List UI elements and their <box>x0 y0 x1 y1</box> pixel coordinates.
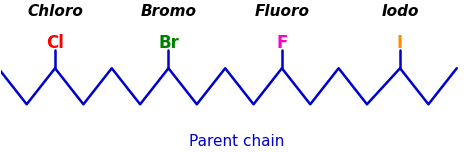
Text: F: F <box>276 34 288 52</box>
Text: Fluoro: Fluoro <box>255 4 310 19</box>
Text: Cl: Cl <box>46 34 64 52</box>
Text: Iodo: Iodo <box>381 4 419 19</box>
Text: Bromo: Bromo <box>140 4 196 19</box>
Text: Chloro: Chloro <box>27 4 83 19</box>
Text: I: I <box>397 34 403 52</box>
Text: Br: Br <box>158 34 179 52</box>
Text: Parent chain: Parent chain <box>189 134 285 149</box>
